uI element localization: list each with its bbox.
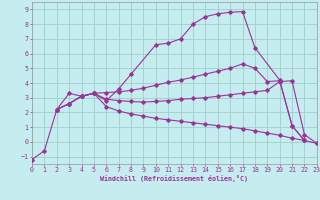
X-axis label: Windchill (Refroidissement éolien,°C): Windchill (Refroidissement éolien,°C) — [100, 175, 248, 182]
